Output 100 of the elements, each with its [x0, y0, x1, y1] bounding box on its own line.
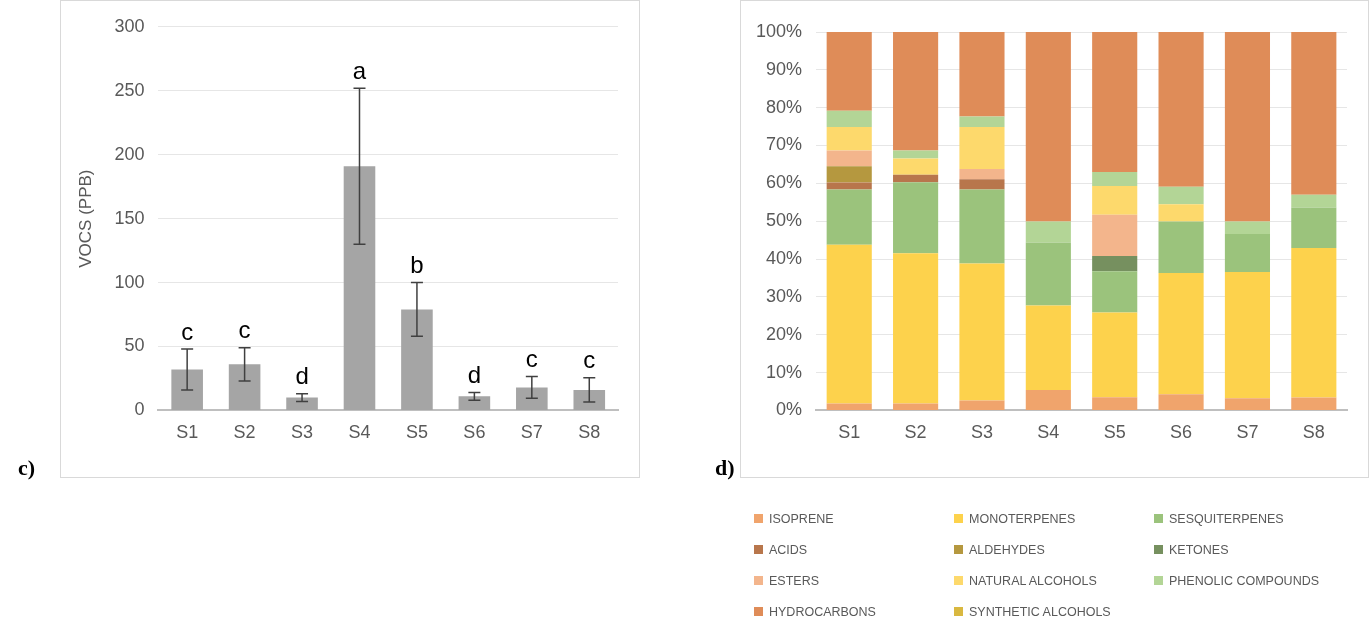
bar — [1158, 394, 1204, 410]
legend-label: MONOTERPENES — [968, 512, 1077, 526]
bar — [1025, 389, 1071, 410]
bar — [1158, 221, 1204, 274]
x-tick-label: S4 — [348, 422, 371, 443]
bar — [893, 174, 939, 183]
bar — [1025, 32, 1071, 222]
x-tick-label: S5 — [405, 422, 428, 443]
x-tick-label: S3 — [970, 422, 993, 443]
y-tick-label: 50 — [124, 335, 145, 356]
legend-label: ESTERS — [768, 574, 820, 588]
bar — [1291, 248, 1337, 398]
bar — [826, 32, 872, 111]
x-tick-label: S1 — [176, 422, 199, 443]
annotation: c — [238, 316, 251, 344]
bar — [458, 396, 491, 410]
bar — [1092, 256, 1138, 272]
legend-label: NATURAL ALCOHOLS — [968, 574, 1098, 588]
y-tick-label: 200 — [114, 143, 145, 164]
bar — [286, 397, 318, 410]
bar — [826, 150, 872, 167]
bar — [959, 400, 1005, 410]
bar — [1092, 397, 1138, 410]
bar — [826, 166, 872, 183]
legend-label: ALDEHYDES — [968, 543, 1046, 557]
x-tick-label: S6 — [463, 422, 486, 443]
legend-label: HYDROCARBONS — [768, 605, 877, 619]
bar — [826, 403, 872, 410]
bar — [893, 403, 939, 410]
bar — [893, 32, 939, 151]
bar — [1025, 242, 1071, 306]
bar — [1224, 221, 1271, 235]
y-tick-label: 0 — [134, 399, 145, 420]
legend-label: ACIDS — [768, 543, 809, 557]
x-tick-label: S6 — [1170, 422, 1193, 443]
annotation: c — [525, 345, 538, 373]
bar — [1291, 207, 1337, 249]
annotation: a — [352, 56, 367, 84]
bar — [1025, 221, 1071, 243]
x-tick-label: S7 — [1236, 422, 1259, 443]
x-tick-label: S4 — [1037, 422, 1060, 443]
bar — [1158, 186, 1204, 205]
x-tick-label: S5 — [1103, 422, 1126, 443]
bar — [1158, 273, 1204, 395]
bar — [343, 166, 376, 410]
bar — [1224, 234, 1271, 272]
bar — [1092, 271, 1138, 313]
annotation: c — [181, 317, 194, 345]
y-tick-label: 100 — [114, 271, 145, 292]
bar — [1158, 204, 1204, 222]
bar — [1291, 397, 1337, 410]
y-tick-label: 100% — [755, 20, 803, 41]
text: c) — [18, 455, 36, 481]
y-tick-label: 90% — [766, 58, 803, 79]
legend-label: SESQUITERPENES — [1168, 512, 1285, 526]
x-tick-label: S3 — [291, 422, 314, 443]
bar — [893, 182, 939, 254]
x-tick-label: S7 — [520, 422, 543, 443]
y-tick-label: 70% — [766, 134, 803, 155]
bar — [1025, 305, 1071, 390]
y-tick-label: 50% — [766, 210, 803, 231]
bar — [826, 244, 872, 404]
bar — [1224, 32, 1271, 222]
y-tick-label: 250 — [114, 79, 145, 100]
bar — [1092, 32, 1138, 173]
bar — [516, 387, 548, 410]
annotation: b — [410, 251, 424, 279]
bar — [1224, 398, 1271, 410]
annotation: d — [467, 361, 482, 389]
annotation: c — [583, 346, 596, 374]
legend-label: SYNTHETIC ALCOHOLS — [968, 605, 1112, 619]
bar — [1291, 194, 1337, 208]
bar — [573, 389, 606, 410]
bar — [826, 126, 872, 151]
bar — [959, 168, 1005, 180]
bar — [1092, 214, 1138, 257]
bar — [1158, 32, 1204, 187]
y-axis-title: VOCS (PPB) — [75, 169, 95, 268]
bar — [401, 309, 433, 410]
legend-label: ISOPRENE — [768, 512, 835, 526]
bar — [1224, 271, 1271, 399]
x-tick-label: S1 — [838, 422, 861, 443]
y-tick-label: 30% — [766, 285, 803, 306]
bar — [826, 110, 872, 127]
y-tick-label: 60% — [766, 172, 803, 193]
bar — [893, 150, 939, 159]
y-tick-label: 10% — [766, 361, 803, 382]
bar — [228, 364, 261, 410]
bar — [826, 189, 872, 245]
bar — [171, 369, 203, 410]
bar — [959, 263, 1005, 401]
bar — [959, 189, 1005, 264]
y-tick-label: 40% — [766, 248, 803, 269]
legend-label: KETONES — [1168, 543, 1230, 557]
bar — [959, 179, 1005, 190]
x-tick-label: S2 — [904, 422, 927, 443]
bar — [1092, 312, 1138, 398]
x-tick-label: S2 — [233, 422, 256, 443]
annotation: d — [295, 362, 309, 390]
y-tick-label: 80% — [766, 96, 803, 117]
